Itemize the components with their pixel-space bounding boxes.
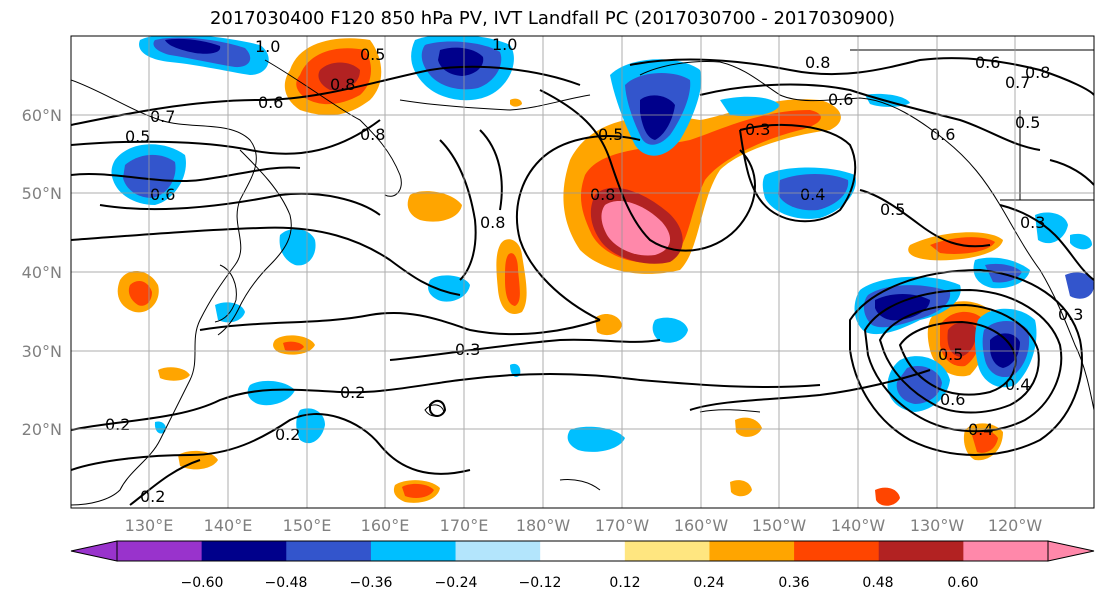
plot-frame [70,35,1095,509]
colorbar-tick-label: 0.48 [862,575,893,591]
lon-label: 150°E [283,516,332,535]
colorbar-tick-label: 0.36 [778,575,809,591]
colorbar-segment [878,541,964,561]
lon-label: 130°W [910,516,965,535]
contour-label-group: 1.0 1.0 0.8 0.6 0.7 0.5 0.6 0.5 0.8 0.8 … [105,35,1083,506]
map-title: 2017030400 F120 850 hPa PV, IVT Landfall… [209,8,896,29]
colorbar-extend-max [1047,540,1095,562]
lon-label: 180°W [516,516,571,535]
contour-label: 0.7 [150,107,175,126]
colorbar-extend-min [70,540,118,562]
colorbar-tick-label: −0.60 [181,575,224,591]
contour-label: 0.3 [745,120,770,139]
lon-label: 140°W [831,516,886,535]
contour-label: 0.3 [1058,305,1083,324]
lat-label: 20°N [22,420,62,439]
colorbar-tick-labels: −0.60 −0.48 −0.36 −0.24 −0.12 0.12 0.24 … [181,575,979,591]
lon-label: 120°W [988,516,1043,535]
lat-label: 50°N [22,184,62,203]
contour-label: 0.5 [598,125,623,144]
colorbar-tick-label: −0.12 [519,575,562,591]
contour-label: 0.4 [1005,375,1030,394]
contour-label: 0.6 [940,390,965,409]
contour-label: 0.8 [360,125,385,144]
contour-label: 0.8 [805,53,830,72]
colorbar-segment [540,541,626,561]
contour-label: 0.5 [125,127,150,146]
colorbar-tick-label: 0.60 [947,575,978,591]
longitude-labels: 130°E 140°E 150°E 160°E 170°E 180°W 170°… [125,516,1043,535]
colorbar-segment [794,541,880,561]
contour-label: 0.3 [455,340,480,359]
colorbar-segment [455,541,541,561]
colorbar-tick-label: 0.24 [693,575,724,591]
lat-label: 30°N [22,342,62,361]
contour-label: 0.4 [800,185,825,204]
lat-label: 60°N [22,106,62,125]
colorbar-tick-label: −0.24 [435,575,478,591]
lat-label: 40°N [22,263,62,282]
contour-label: 0.5 [938,345,963,364]
colorbar-segment [624,541,710,561]
contour-label: 0.6 [828,90,853,109]
contour-label: 0.3 [1020,213,1045,232]
colorbar-tick-label: 0.12 [609,575,640,591]
contour-label: 0.2 [275,425,300,444]
colorbar-tick-label: −0.36 [350,575,393,591]
gridlines [71,36,1094,508]
colorbar-tick-label: −0.48 [265,575,308,591]
contour-label: 0.7 [1005,73,1030,92]
contour-label: 0.6 [975,53,1000,72]
colorbar-segment [963,541,1049,561]
contour-label: 1.0 [255,37,280,56]
contour-label: 0.8 [590,185,615,204]
lon-label: 150°W [752,516,807,535]
contour-label: 0.5 [360,45,385,64]
contour-label: 0.6 [930,125,955,144]
contour-label: 0.6 [150,185,175,204]
contour-lines [71,57,1094,506]
colorbar-frame [116,540,1049,562]
coastlines [71,49,1094,506]
lon-label: 160°W [674,516,729,535]
colorbar-segment [117,541,203,561]
latitude-labels: 60°N 50°N 40°N 30°N 20°N [22,106,62,439]
lon-label: 130°E [125,516,174,535]
colorbar-segment [201,541,287,561]
contour-label: 0.8 [330,75,355,94]
contour-label: 1.0 [492,35,517,54]
colorbar-segment [370,541,457,561]
contour-label: 0.8 [480,213,505,232]
lon-label: 170°W [595,516,650,535]
colorbar-segment [286,541,372,561]
contour-label: 0.6 [258,93,283,112]
colorbar-segment [709,541,795,561]
contour-label: 0.2 [105,415,130,434]
contour-label: 0.2 [140,487,165,506]
contour-label: 0.5 [880,200,905,219]
lon-label: 170°E [440,516,489,535]
contour-label: 0.2 [340,383,365,402]
lon-label: 140°E [204,516,253,535]
contour-label: 0.8 [1025,63,1050,82]
colorbar [70,540,1095,562]
contour-label: 0.5 [1015,113,1040,132]
lon-label: 160°E [361,516,410,535]
